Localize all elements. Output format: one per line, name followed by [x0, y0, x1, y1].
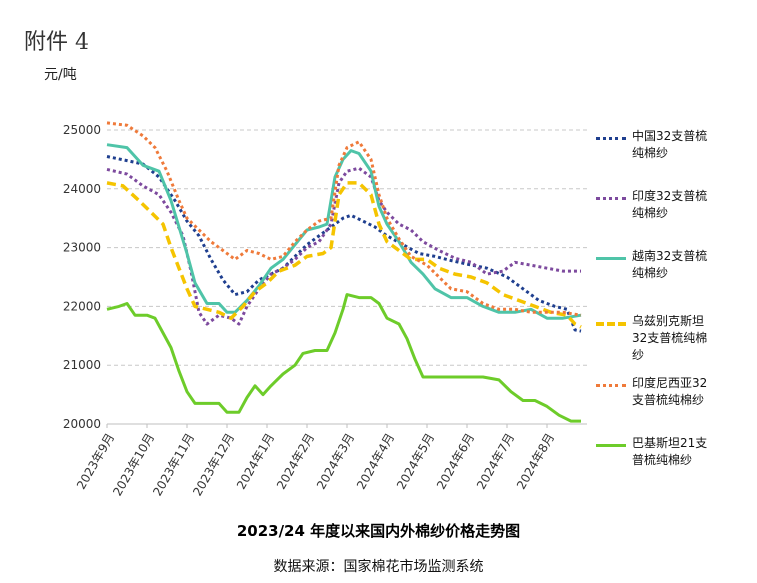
legend-item-0: 中国32支普梳纯棉纱: [596, 128, 710, 162]
y-tick-label-25000: 25000: [63, 123, 101, 137]
x-tick-label-2: 2023年11月: [150, 431, 197, 498]
legend-label-4: 印度尼西亚32支普梳纯棉纱: [632, 376, 708, 407]
x-tick-label-0: 2023年9月: [74, 431, 117, 492]
y-axis-unit-label: 元/吨: [44, 67, 77, 83]
legend-label-2: 越南32支普梳纯棉纱: [632, 249, 708, 280]
series-line-2: [106, 143, 582, 320]
legend-item-5: 巴基斯坦21支普梳纯棉纱: [596, 435, 710, 469]
legend-swatch-4: [596, 384, 626, 387]
series-line-0: [106, 155, 582, 333]
x-tick-label-7: 2024年4月: [354, 431, 397, 492]
x-tick-label-4: 2024年1月: [234, 431, 277, 492]
legend-swatch-3: [596, 322, 626, 326]
data-source-note: 数据来源：国家棉花市场监测系统: [273, 559, 484, 575]
legend-label-1: 印度32支普梳纯棉纱: [632, 189, 708, 220]
series-line-3: [106, 181, 582, 329]
y-tick-label-23000: 23000: [63, 241, 101, 255]
x-tick-label-3: 2023年12月: [190, 431, 237, 498]
y-tick-label-22000: 22000: [63, 299, 101, 313]
legend-label-5: 巴基斯坦21支普梳纯棉纱: [632, 436, 708, 467]
legend-item-1: 印度32支普梳纯棉纱: [596, 188, 710, 222]
legend-label-3: 乌兹别克斯坦32支普梳纯棉纱: [632, 314, 708, 362]
legend-label-0: 中国32支普梳纯棉纱: [632, 129, 708, 160]
legend-item-3: 乌兹别克斯坦32支普梳纯棉纱: [596, 313, 710, 364]
y-tick-label-20000: 20000: [63, 417, 101, 431]
y-tick-label-24000: 24000: [63, 182, 101, 196]
x-tick-label-11: 2024年8月: [514, 431, 557, 492]
legend-swatch-0: [596, 137, 626, 140]
legend-item-2: 越南32支普梳纯棉纱: [596, 248, 710, 282]
legend-item-4: 印度尼西亚32支普梳纯棉纱: [596, 375, 710, 409]
series-line-5: [106, 293, 581, 423]
legend-swatch-1: [596, 197, 626, 200]
legend-swatch-5: [596, 444, 626, 447]
y-tick-label-21000: 21000: [63, 358, 101, 372]
x-tick-label-1: 2023年10月: [110, 431, 157, 498]
chart-title: 2023/24 年度以来国内外棉纱价格走势图: [236, 522, 521, 540]
x-tick-label-9: 2024年6月: [434, 431, 477, 492]
series-line-1: [106, 166, 581, 326]
x-tick-label-10: 2024年7月: [474, 431, 517, 492]
x-tick-label-5: 2024年2月: [274, 431, 317, 492]
annex-label: 附件 4: [24, 30, 89, 55]
legend-swatch-2: [596, 257, 626, 260]
x-tick-label-8: 2024年5月: [394, 431, 437, 492]
x-tick-label-6: 2024年3月: [314, 431, 357, 492]
